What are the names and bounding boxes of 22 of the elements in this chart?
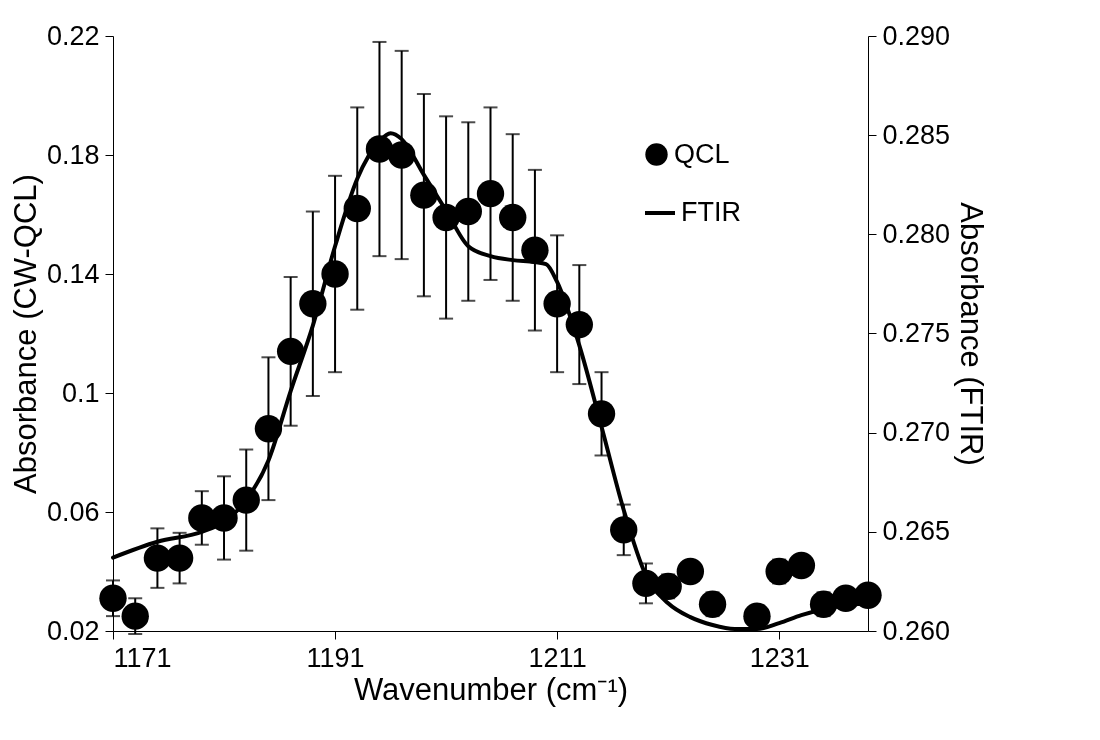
legend-label: QCL [674, 138, 730, 169]
x-tick-label: 1231 [749, 642, 810, 673]
y2-tick-label: 0.280 [882, 218, 951, 249]
y-tick-label: 0.06 [46, 496, 100, 527]
y2-tick-label: 0.270 [882, 417, 951, 448]
x-tick-label: 1191 [306, 642, 365, 673]
x-tick-label: 1171 [113, 642, 172, 673]
x-axis-title: Wavenumber (cm⁻¹) [353, 671, 629, 707]
y2-tick-label: 0.275 [882, 318, 951, 348]
y-tick-label: 0.18 [46, 139, 100, 170]
y2-tick-label: 0.290 [882, 20, 951, 51]
y2-tick-label: 0.285 [882, 119, 951, 150]
y2-tick-label: 0.260 [882, 615, 951, 646]
y-tick-label: 0.14 [46, 258, 100, 289]
y2-axis-title: Absorbance (FTIR) [954, 202, 990, 466]
y-tick-label: 0.02 [46, 615, 100, 646]
y2-tick-label: 0.265 [882, 516, 951, 547]
y-tick-label: 0.1 [61, 377, 100, 408]
y-tick-label: 0.22 [46, 20, 100, 51]
legend-label: FTIR [681, 197, 741, 227]
x-tick-label: 1211 [528, 642, 587, 673]
y-axis-title: Absorbance (CW-QCL) [7, 174, 43, 494]
